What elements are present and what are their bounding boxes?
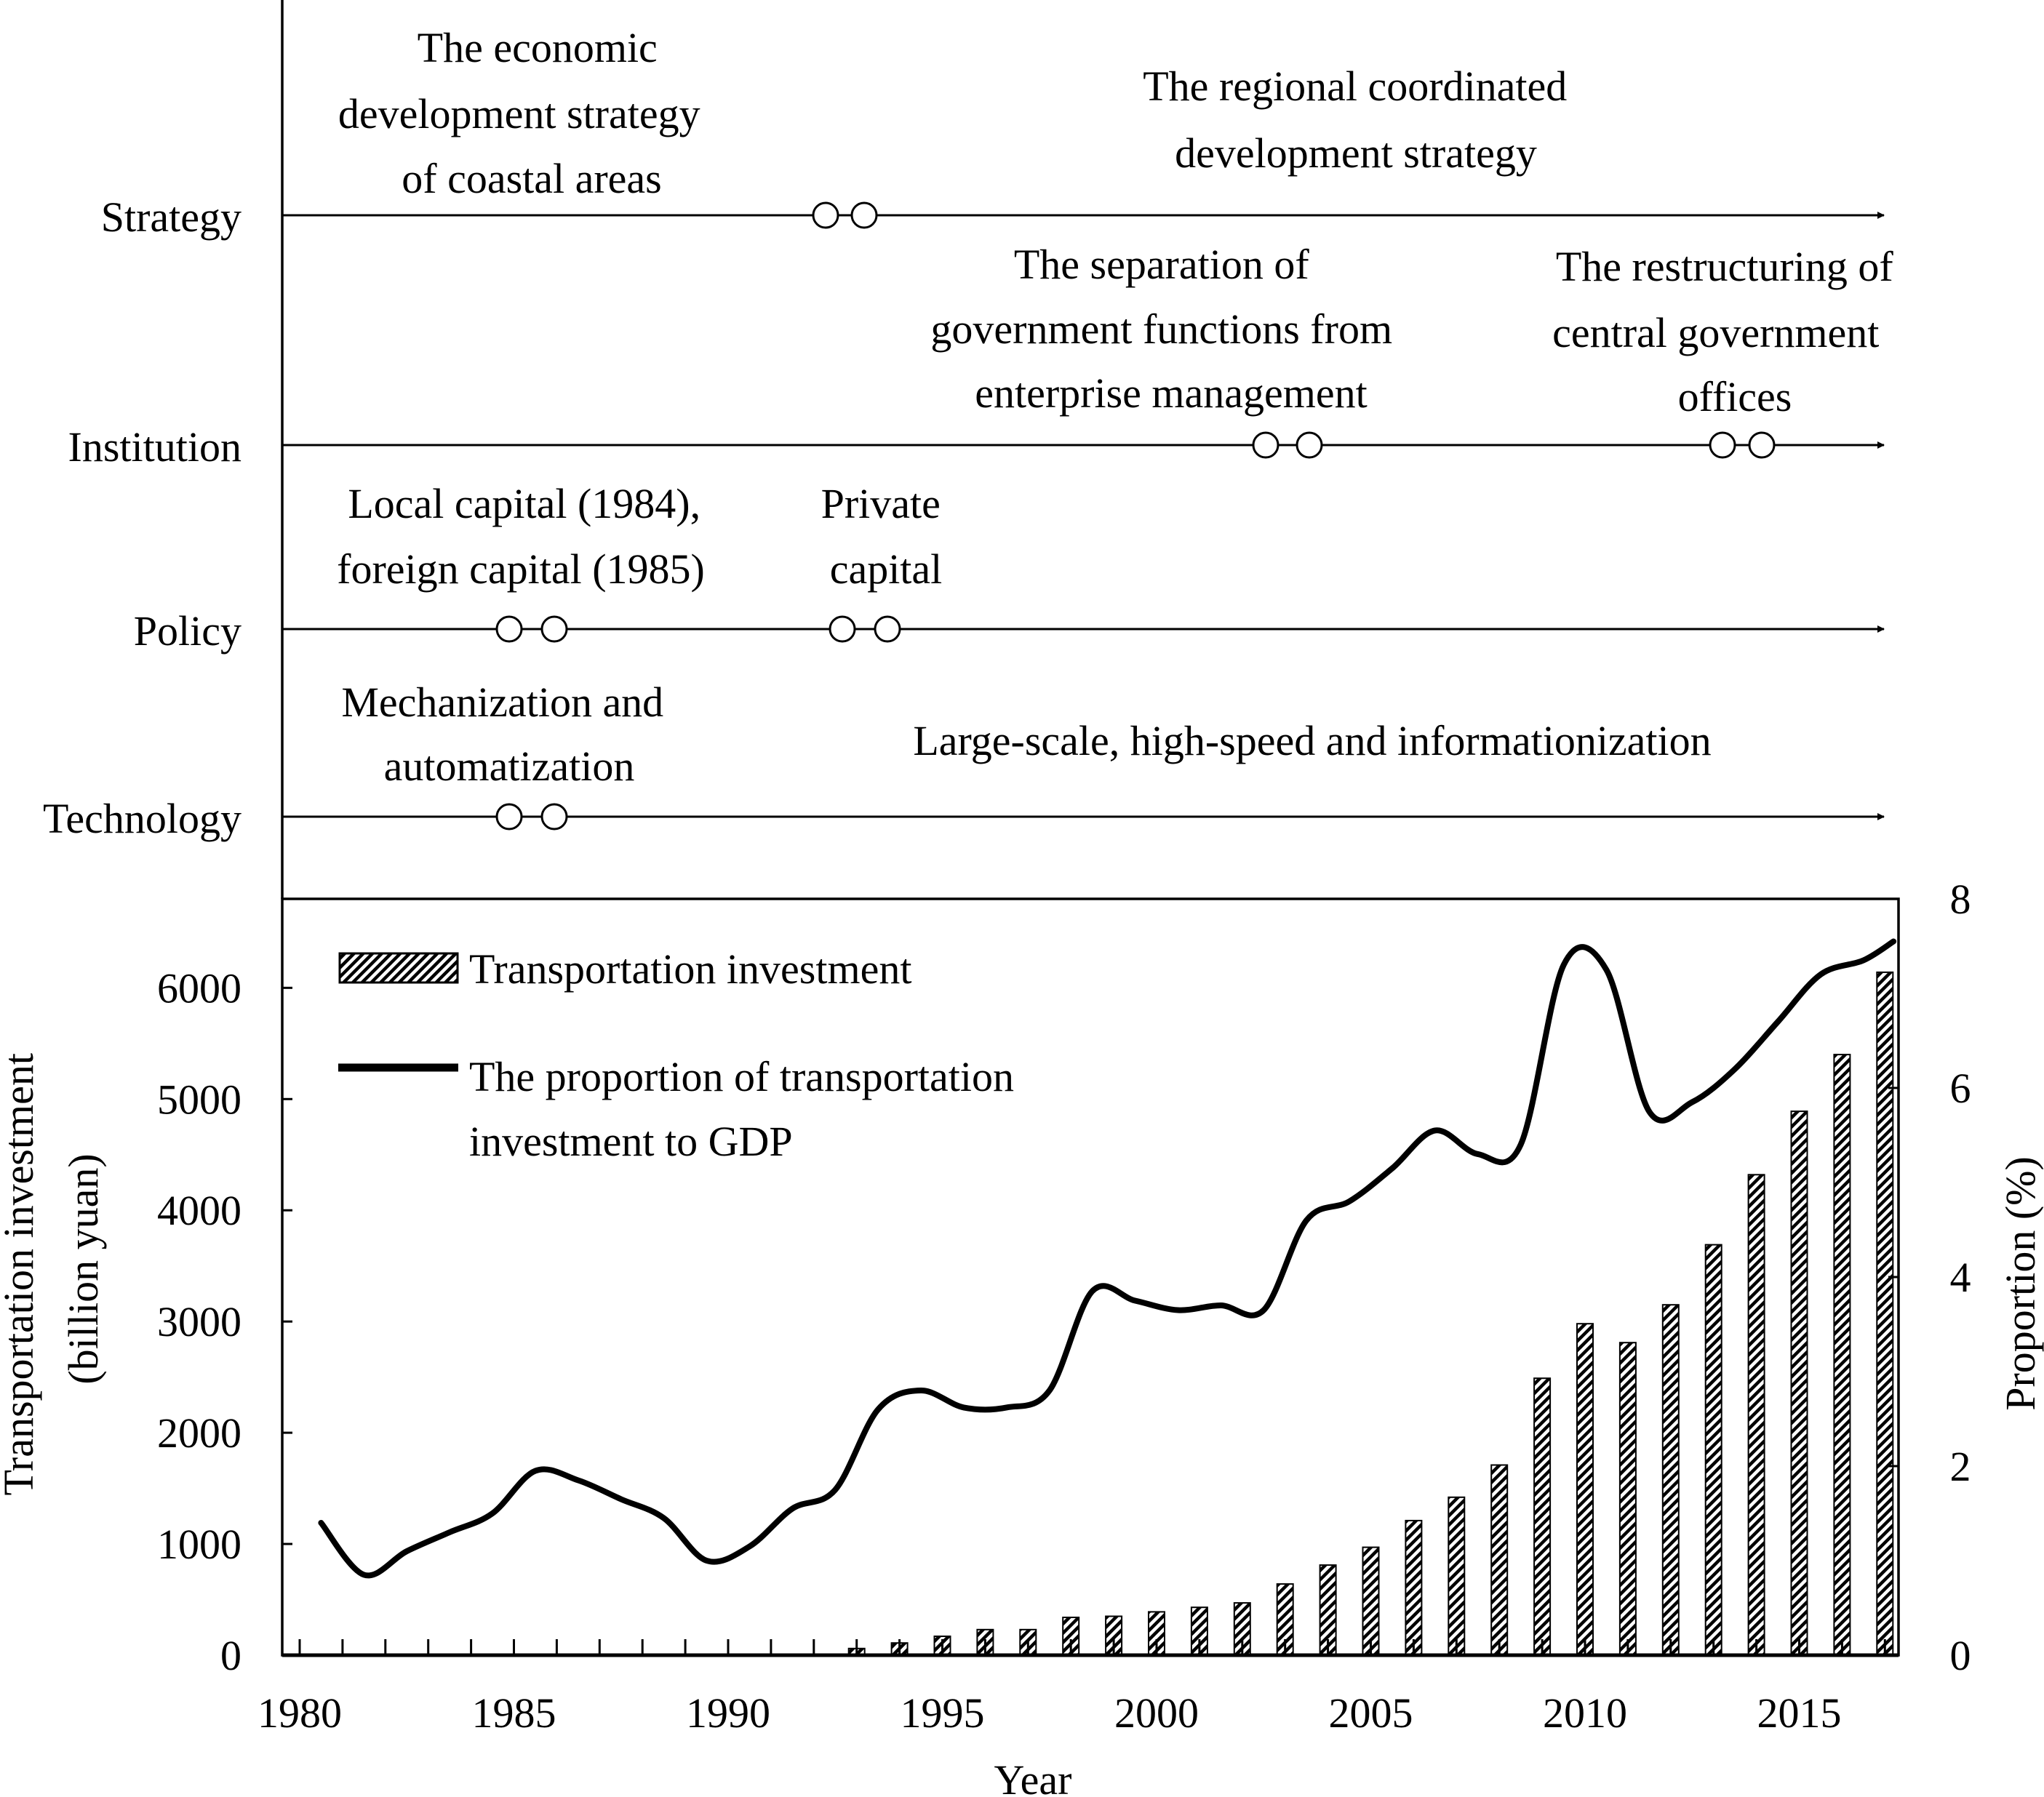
y2-axis-title: Proportion (%) (1997, 1156, 2044, 1411)
x-axis: 1980 1985 1990 1995 2000 2005 2010 2015 (258, 1639, 1899, 1737)
y-tick-label: 5000 (157, 1076, 241, 1123)
timeline-row-technology: Technology Mechanization and automatizat… (43, 679, 1885, 842)
timeline-marker (495, 615, 523, 643)
timeline-panel: Strategy The economic development strate… (43, 0, 1904, 899)
timeline-marker (540, 615, 568, 643)
row-label-institution: Institution (68, 423, 241, 471)
timeline-row-policy: Policy Local capital (1984), foreign cap… (134, 480, 1885, 655)
timeline-marker (1296, 431, 1323, 459)
x-tick-label: 2005 (1329, 1689, 1413, 1737)
timeline-row-institution: Institution The separation of government… (68, 241, 1904, 471)
bar-2016 (1833, 1054, 1851, 1656)
y-tick-label: 0 (220, 1632, 241, 1679)
x-tick-label: 1995 (901, 1689, 985, 1737)
bar-2015 (1790, 1110, 1808, 1656)
timeline-marker (1252, 431, 1280, 459)
timeline-marker (829, 615, 856, 643)
row-label-technology: Technology (43, 795, 241, 842)
y-tick-label: 2000 (157, 1409, 241, 1457)
y2-tick-label: 6 (1950, 1065, 1971, 1112)
y-tick-label: 3000 (157, 1298, 241, 1345)
timeline-marker (874, 615, 901, 643)
legend: Transportation investment The proportion… (338, 945, 1025, 1165)
chart-panel: 1980 1985 1990 1995 2000 2005 2010 2015 0100020… (0, 876, 2044, 1797)
timeline-marker (540, 803, 568, 831)
y2-tick-label: 4 (1950, 1254, 1971, 1301)
bar-2011 (1618, 1342, 1637, 1656)
legend-bar-label: Transportation investment (469, 945, 911, 993)
y-tick-label: 6000 (157, 964, 241, 1012)
event-label-restructuring-offices: The restructuring of central government … (1552, 243, 1904, 420)
bar-2010 (1576, 1323, 1594, 1656)
event-label-local-foreign-capital: Local capital (1984), foreign capital (1… (337, 480, 711, 593)
y-axis-left: 0 1000 2000 3000 4000 5000 6000 (157, 964, 292, 1679)
row-label-policy: Policy (134, 607, 241, 655)
bar-2006 (1405, 1519, 1423, 1656)
bar-2012 (1661, 1304, 1680, 1656)
y-axis-right: 0 2 4 6 8 (1888, 876, 1971, 1679)
event-label-large-scale: Large-scale, high-speed and informationi… (913, 717, 1711, 764)
line-layer (318, 938, 1897, 1579)
event-label-mechanization: Mechanization and automatization (341, 679, 674, 790)
event-label-regional-strategy: The regional coordinated development str… (1143, 63, 1577, 177)
timeline-marker (495, 803, 523, 831)
x-tick-label: 2015 (1757, 1689, 1842, 1737)
y-tick-label: 4000 (157, 1187, 241, 1234)
x-tick-label: 1985 (472, 1689, 556, 1737)
timeline-row-strategy: Strategy The economic development strate… (101, 24, 1885, 241)
x-tick-label: 2000 (1114, 1689, 1199, 1737)
event-label-coastal-strategy: The economic development strategy of coa… (338, 24, 711, 202)
timeline-marker (1748, 431, 1776, 459)
y2-tick-label: 8 (1950, 876, 1971, 923)
event-label-separation-of-functions: The separation of government functions f… (930, 241, 1402, 417)
plot-frame (281, 897, 1900, 1657)
y2-tick-label: 2 (1950, 1443, 1971, 1490)
legend-bar-swatch (338, 952, 459, 984)
timeline-marker (812, 201, 839, 229)
bar-2017 (1876, 971, 1894, 1656)
bar-2007 (1448, 1496, 1466, 1657)
bars-layer (847, 971, 1894, 1657)
y2-tick-label: 0 (1950, 1632, 1971, 1679)
timeline-marker (850, 201, 878, 229)
y-axis-title: Transportation investment (billion yuan) (0, 1043, 107, 1496)
legend-line-label: The proportion of transportation investm… (469, 1053, 1025, 1165)
bar-2008 (1490, 1464, 1509, 1656)
x-tick-label: 1980 (258, 1689, 342, 1737)
x-axis-title: Year (994, 1756, 1072, 1797)
proportion-line (318, 938, 1897, 1579)
bar-2009 (1533, 1377, 1552, 1656)
bar-2014 (1747, 1174, 1765, 1657)
x-tick-label: 2010 (1543, 1689, 1627, 1737)
x-tick-label: 1990 (686, 1689, 770, 1737)
bar-2005 (1362, 1546, 1380, 1657)
timeline-marker (1709, 431, 1736, 459)
row-label-strategy: Strategy (101, 193, 241, 241)
event-label-private-capital: Private capital (821, 480, 951, 593)
bar-2013 (1704, 1244, 1722, 1656)
y-tick-label: 1000 (157, 1521, 241, 1568)
